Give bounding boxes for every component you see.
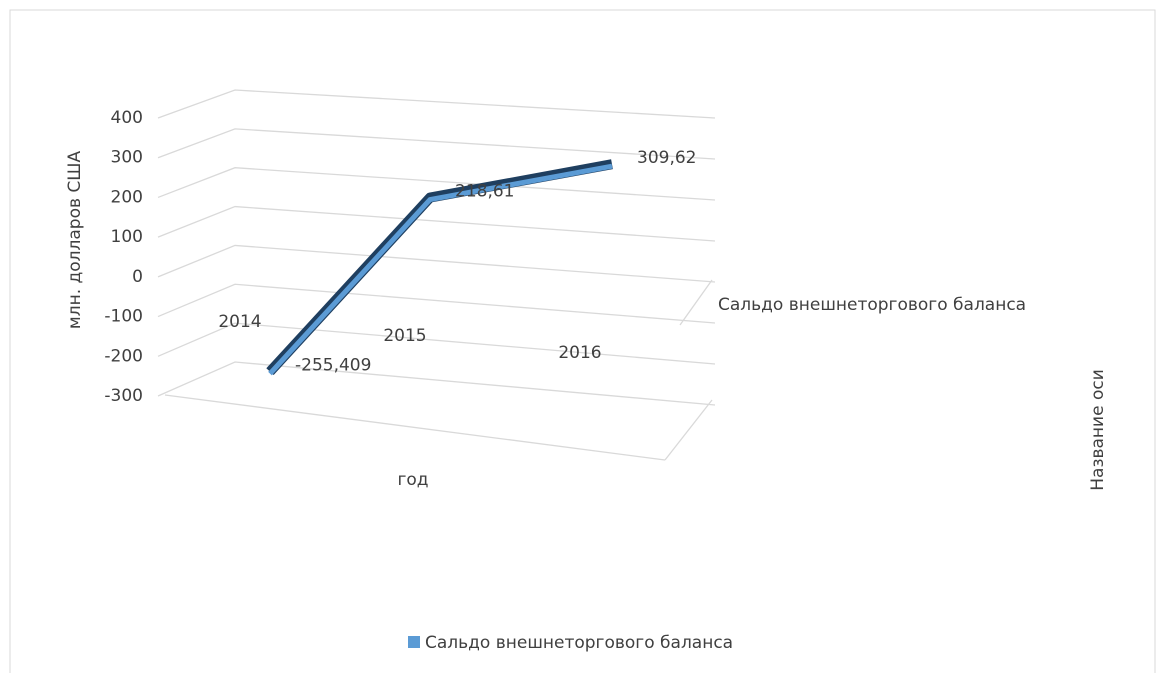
y-tick-label: -100: [104, 307, 143, 327]
legend: Сальдо внешнеторгового баланса: [408, 633, 733, 653]
grid-line: [157, 361, 716, 406]
chart-border: [9, 9, 1156, 673]
floor-edge: [679, 279, 713, 326]
grid-line: [157, 167, 716, 201]
x-axis-label: год: [397, 470, 428, 490]
depth-tick-label: Сальдо внешнеторгового баланса: [718, 295, 1026, 315]
x-tick-label: 2014: [218, 312, 261, 332]
floor-edge: [664, 399, 713, 461]
y-tick-label: 100: [111, 227, 143, 247]
series-line: [268, 163, 613, 376]
grid-line: [157, 244, 716, 283]
data-label: -255,409: [295, 356, 371, 376]
grid-line: [157, 205, 716, 242]
legend-label: Сальдо внешнеторгового баланса: [425, 633, 733, 653]
y-tick-label: 300: [111, 148, 143, 168]
grid-line: [157, 322, 716, 365]
data-label: 309,62: [637, 148, 696, 168]
grid-line: [157, 89, 716, 119]
y-tick-label: 200: [111, 187, 143, 207]
floor-edge: [164, 394, 666, 461]
y-tick-label: 400: [111, 108, 143, 128]
y-tick-label: 0: [132, 267, 143, 287]
floor: [164, 279, 713, 461]
x-tick-label: 2015: [383, 326, 426, 346]
grid-line: [157, 283, 716, 324]
legend-swatch: [408, 636, 420, 648]
depth-axis-label: Название оси: [1088, 369, 1108, 491]
y-tick-label: -300: [104, 386, 143, 406]
x-tick-label: 2016: [558, 343, 601, 363]
y-tick-label: -200: [104, 346, 143, 366]
y-axis-label: млн. долларов США: [65, 151, 85, 330]
data-label: 218,61: [455, 182, 514, 202]
grid-line: [157, 128, 716, 160]
